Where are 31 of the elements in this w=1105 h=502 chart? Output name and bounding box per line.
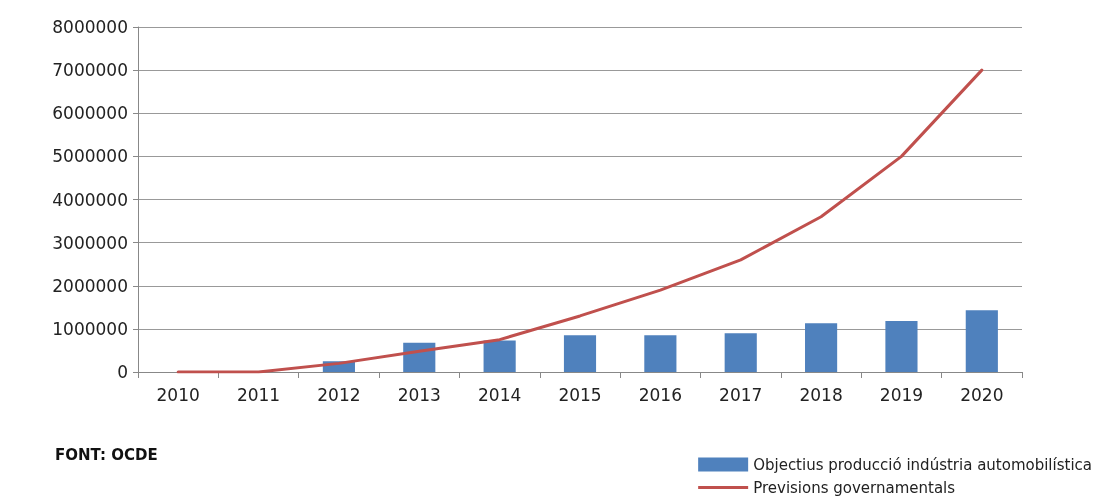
x-tick-label: 2017 bbox=[719, 384, 763, 405]
bar bbox=[805, 323, 838, 372]
bar bbox=[965, 310, 998, 372]
x-tick-label: 2015 bbox=[558, 384, 602, 405]
bar bbox=[885, 321, 918, 372]
y-tick-label: 5000000 bbox=[52, 146, 128, 167]
x-tick-label: 2016 bbox=[638, 384, 682, 405]
x-tick-label: 2010 bbox=[156, 384, 200, 405]
y-tick-label: 6000000 bbox=[52, 103, 128, 124]
x-tick-label: 2019 bbox=[879, 384, 924, 405]
legend-label: Objectius producció indústria automobilística bbox=[753, 455, 1093, 474]
line-series bbox=[176, 68, 984, 374]
y-tick-label: 4000000 bbox=[52, 189, 128, 210]
text: FONT: OCDE bbox=[55, 445, 158, 464]
bar bbox=[724, 333, 757, 372]
bar bbox=[644, 335, 677, 372]
y-tick-label: 8000000 bbox=[52, 17, 128, 37]
x-tick-label: 2013 bbox=[397, 384, 441, 405]
bar bbox=[563, 335, 597, 372]
y-tick-label: 7000000 bbox=[52, 60, 128, 81]
y-tick-label: 1000000 bbox=[52, 318, 128, 339]
legend-label: Previsions governamentals bbox=[753, 478, 956, 497]
x-tick-label: 2011 bbox=[236, 384, 281, 405]
y-tick-label: 0 bbox=[117, 362, 128, 382]
x-tick-label: 2014 bbox=[478, 384, 522, 405]
x-tick-label: 2012 bbox=[317, 384, 361, 405]
x-tick-label: 2020 bbox=[960, 384, 1004, 405]
y-tick-label: 3000000 bbox=[52, 232, 128, 253]
y-tick-label: 2000000 bbox=[52, 275, 128, 296]
x-tick-label: 2018 bbox=[799, 384, 843, 405]
bar bbox=[483, 340, 516, 372]
